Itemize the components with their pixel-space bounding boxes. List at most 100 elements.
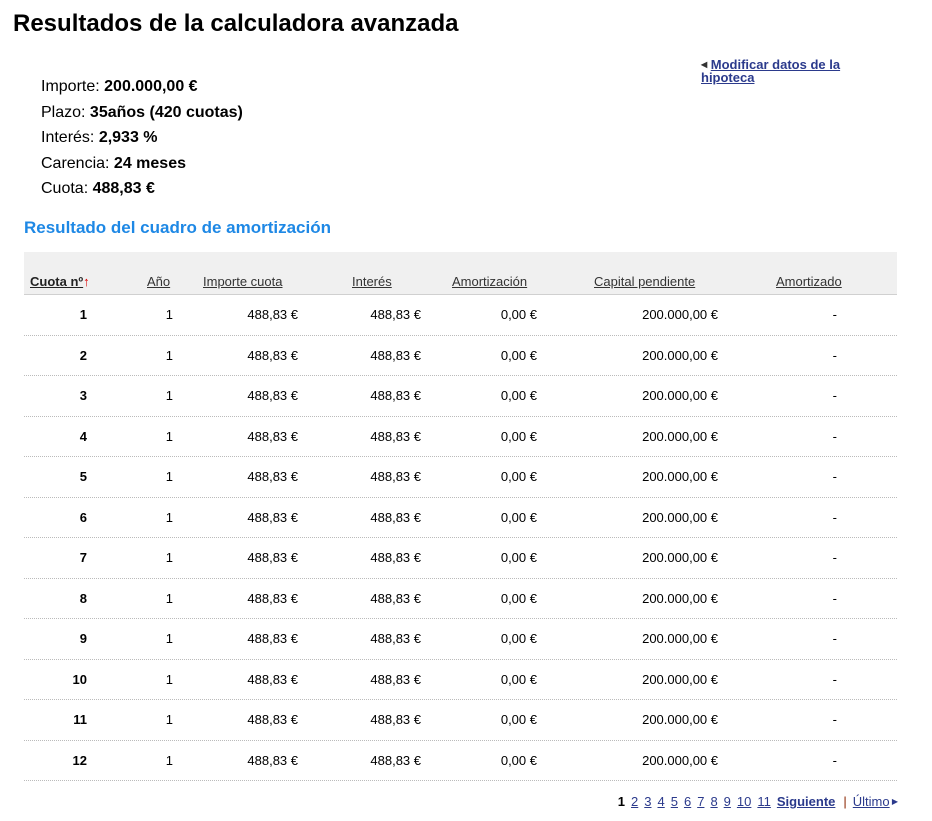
table-cell: 200.000,00 € xyxy=(642,469,718,484)
table-cell: - xyxy=(832,388,837,403)
summary-value: 488,83 € xyxy=(92,180,155,197)
table-cell: 488,83 € xyxy=(247,307,298,322)
table-cell: 1 xyxy=(165,671,173,687)
column-header-2[interactable]: Importe cuota xyxy=(203,274,283,289)
table-cell: 488,83 € xyxy=(370,307,421,322)
page-link[interactable]: 11 xyxy=(757,794,771,809)
last-page-link[interactable]: Último xyxy=(852,794,890,809)
page-title: Resultados de la calculadora avanzada xyxy=(13,10,459,37)
pagination: 1 2 3 4 5 6 7 8 9 10 11 Siguiente | Último ▶ xyxy=(618,794,898,809)
column-header-1[interactable]: Año xyxy=(147,274,171,289)
summary-label: Plazo: xyxy=(41,103,90,121)
table-cell: 3 xyxy=(79,388,87,403)
summary-item: Carencia: 24 meses xyxy=(41,151,243,177)
table-cell: 0,00 € xyxy=(500,469,537,484)
summary-label: Carencia: xyxy=(41,154,114,172)
table-cell: 1 xyxy=(165,347,173,363)
table-cell: 0,00 € xyxy=(500,509,537,525)
table-cell: - xyxy=(832,752,837,768)
table-row: 7 1 488,83 € 488,83 € 0,00 € 200.000,00 € - xyxy=(24,538,897,579)
table-cell: - xyxy=(832,307,837,322)
page-link[interactable]: 5 xyxy=(670,794,678,809)
page-link[interactable]: 9 xyxy=(723,794,731,809)
table-cell: 11 xyxy=(73,712,87,727)
summary-value: 200.000,00 € xyxy=(104,78,198,95)
table-cell: 1 xyxy=(165,550,173,565)
table-cell: 488,83 € xyxy=(370,469,421,484)
page-link[interactable]: 3 xyxy=(644,794,652,809)
table-cell: 0,00 € xyxy=(500,712,537,727)
table-cell: 0,00 € xyxy=(500,752,537,768)
table-cell: 10 xyxy=(72,671,87,687)
table-cell: 488,83 € xyxy=(247,388,298,403)
table-cell: 488,83 € xyxy=(247,550,298,565)
table-row: 6 1 488,83 € 488,83 € 0,00 € 200.000,00 € - xyxy=(24,498,897,538)
column-header-6[interactable]: Amortizado xyxy=(776,274,842,289)
table-cell: 12 xyxy=(72,752,87,768)
table-cell: - xyxy=(832,712,837,727)
summary-label: Interés: xyxy=(41,129,99,146)
modify-mortgage-link-text[interactable]: Modificar datos de la hipoteca xyxy=(701,57,841,85)
table-cell: 488,83 € xyxy=(247,347,298,363)
table-cell: 488,83 € xyxy=(247,752,298,768)
summary-item: Importe: 200.000,00 € xyxy=(41,74,243,100)
table-cell: 200.000,00 € xyxy=(642,671,718,687)
pagination-separator: | xyxy=(843,794,847,809)
modify-mortgage-link[interactable]: ◀ Modificar datos de la hipoteca xyxy=(701,58,871,84)
next-page-link[interactable]: Siguiente xyxy=(776,794,836,809)
table-body: 1 1 488,83 €488,83 €0,00 €200.000,00 € -2 1 4… xyxy=(24,295,897,781)
table-row: 5 1 488,83 € 488,83 € 0,00 € 200.000,00 € - xyxy=(24,457,897,498)
table-cell: 200.000,00 € xyxy=(642,428,718,444)
table-cell: 0,00 € xyxy=(500,388,537,403)
column-header-4[interactable]: Amortización xyxy=(452,274,528,289)
table-cell: 488,83 € xyxy=(247,631,298,646)
table-row: 9 1 488,83 € 488,83 € 0,00 € 200.000,00 € - xyxy=(24,619,897,660)
table-cell: 5 xyxy=(79,469,87,484)
page-link[interactable]: 8 xyxy=(710,794,718,809)
table-cell: 488,83 € xyxy=(370,388,421,403)
page-link[interactable]: 4 xyxy=(657,794,665,809)
table-cell: 488,83 € xyxy=(247,428,298,444)
table-cell: 1 xyxy=(165,712,173,727)
table-cell: 488,83 € xyxy=(247,712,298,727)
page-link[interactable]: 10 xyxy=(736,794,752,809)
arrow-up-icon: ↑ xyxy=(83,274,90,289)
table-cell: 200.000,00 € xyxy=(642,388,718,403)
page-link[interactable]: 7 xyxy=(697,794,705,809)
table-cell: 488,83 € xyxy=(370,752,421,768)
section-title: Resultado del cuadro de amortización xyxy=(24,218,332,237)
table-cell: 1 xyxy=(165,428,173,444)
table-cell: 1 xyxy=(79,307,87,322)
table-cell: - xyxy=(832,469,837,484)
summary-item: Plazo: 35años (420 cuotas) xyxy=(41,100,243,126)
table-row: 2 1 488,83 € 488,83 € 0,00 € 200.000,00 € - xyxy=(24,336,897,376)
column-header-5[interactable]: Capital pendiente xyxy=(594,274,696,289)
page-link[interactable]: 6 xyxy=(683,794,692,809)
table-cell: - xyxy=(832,550,837,565)
summary-value: 35años (420 cuotas) xyxy=(89,103,243,121)
page-current: 1 xyxy=(617,794,626,809)
table-row: 1 1 488,83 € 488,83 € 0,00 € 200.000,00 € - xyxy=(24,295,897,336)
summary-label: Cuota: xyxy=(41,180,93,197)
table-cell: 200.000,00 € xyxy=(642,590,718,606)
table-cell: 0,00 € xyxy=(500,631,537,646)
table-cell: 0,00 € xyxy=(500,347,537,363)
table-cell: 488,83 € xyxy=(370,428,421,444)
table-cell: 1 xyxy=(165,590,173,606)
table-cell: 200.000,00 € xyxy=(642,712,718,727)
table-cell: 488,83 € xyxy=(370,671,421,687)
amortization-table: Cuota nº↑ Año Importe cuota Interés Amortiza… xyxy=(24,252,897,781)
table-cell: 0,00 € xyxy=(500,428,537,444)
table-cell: 488,83 € xyxy=(370,509,421,525)
table-row: 3 1 488,83 € 488,83 € 0,00 € 200.000,00 € - xyxy=(24,376,897,417)
table-cell: 1 xyxy=(165,509,173,525)
table-cell: - xyxy=(832,631,837,646)
table-cell: 488,83 € xyxy=(247,469,298,484)
page-link[interactable]: 2 xyxy=(631,794,639,809)
column-header-3[interactable]: Interés xyxy=(352,274,392,289)
table-cell: 1 xyxy=(165,469,173,484)
table-cell: 0,00 € xyxy=(500,550,537,565)
summary-item: Cuota: 488,83 € xyxy=(41,176,243,202)
column-header-0[interactable]: Cuota nº↑ xyxy=(30,274,90,289)
table-cell: 7 xyxy=(79,550,87,565)
